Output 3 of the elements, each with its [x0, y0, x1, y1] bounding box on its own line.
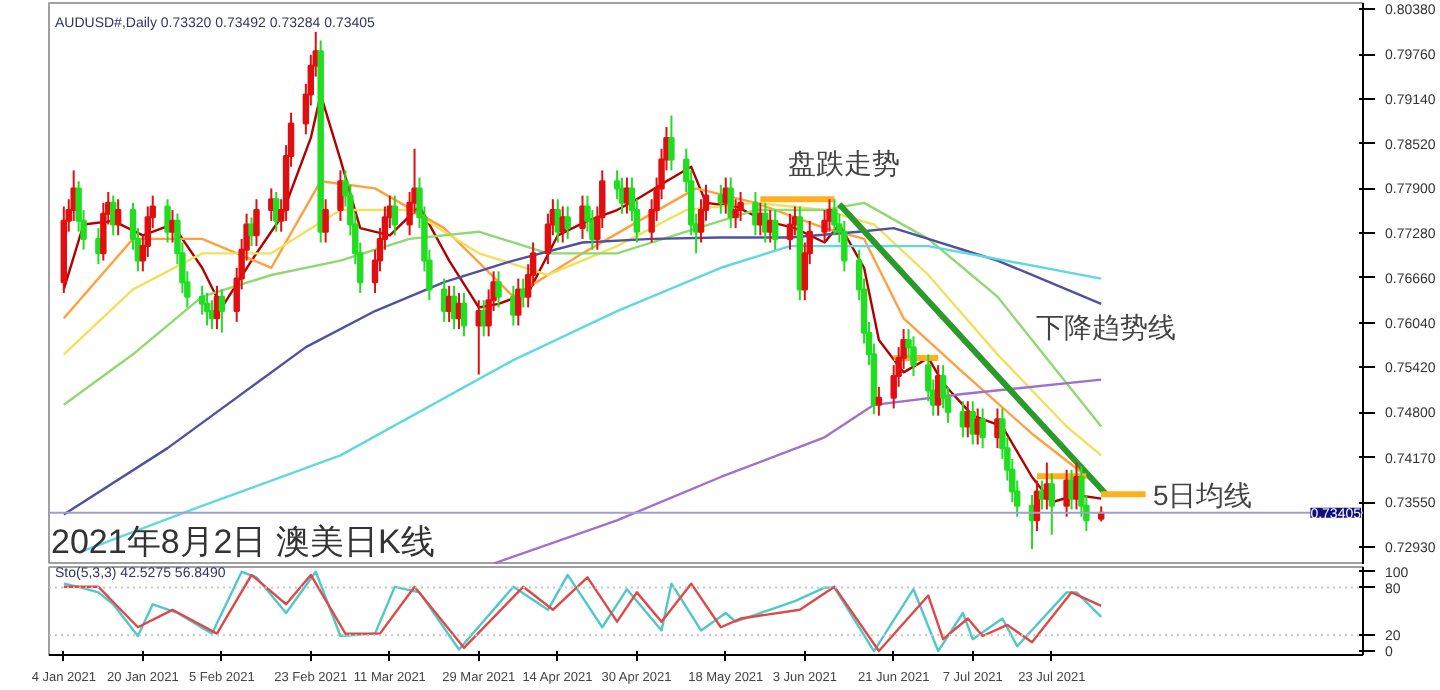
annotation: 5日均线: [1152, 479, 1253, 511]
annotation: 下降趋势线: [1035, 311, 1176, 343]
annotation: 盘跌走势: [787, 147, 900, 179]
